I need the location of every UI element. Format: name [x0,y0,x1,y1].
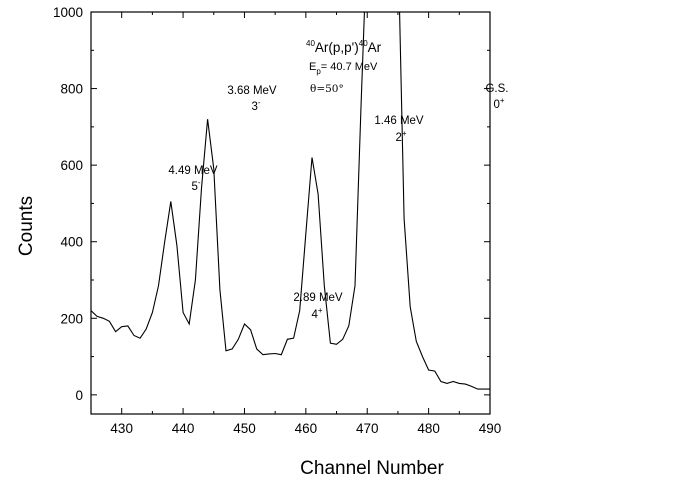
peak-label-energy: 4.49 MeV [168,165,218,177]
peak-parity: - [198,178,201,187]
peak-parity: + [402,129,407,138]
x-tick-label: 440 [172,421,195,436]
peak-spin: 3 [251,101,257,113]
peak-spin: 5 [191,181,197,193]
energy-symbol: E [309,61,316,73]
peak-label-spin: 0+ [493,96,504,111]
energy-subscript: p [316,67,321,76]
reaction-post: Ar [368,40,382,55]
peak-labels: 4.49 MeV 5- 3.68 MeV 3- 2.89 MeV 4+ 1.46… [168,83,508,321]
energy-label: Ep= 40.7 MeV [309,61,378,76]
peak-parity: + [500,96,505,105]
x-tick-label: 460 [295,421,318,436]
angle-label: θ=50° [310,83,344,95]
y-tick-label: 0 [75,388,83,403]
reaction-post-mass: 40 [359,39,368,48]
energy-value: = 40.7 MeV [321,61,378,73]
y-tick-label: 200 [60,311,83,326]
axis-ticks [90,11,491,414]
x-tick-label: 480 [417,421,440,436]
peak-parity: - [258,98,261,107]
x-axis-title: Channel Number [300,458,444,479]
peak-spin: 4 [311,309,318,321]
y-axis-title: Counts [16,196,37,256]
y-tick-label: 800 [60,82,83,97]
reaction-core: Ar(p,p') [315,40,359,55]
y-tick-label: 1000 [53,5,83,20]
peak-label-energy: 2.89 MeV [293,292,343,304]
peak-spin: 0 [493,99,499,111]
plot-frame [90,11,491,415]
peak-label-spin: 3- [251,98,260,113]
y-tick-label: 600 [60,158,83,173]
peak-spin: 2 [395,132,401,144]
peak-label-spin: 5- [191,178,200,193]
y-tick-label: 400 [60,235,83,250]
peak-label-energy: G.S. [485,83,508,95]
reaction-label: 40Ar(p,p')40Ar [306,39,382,55]
x-tick-label: 490 [479,421,502,436]
x-tick-label: 450 [233,421,256,436]
x-tick-label: 430 [110,421,133,436]
peak-label-spin: 4+ [311,306,322,321]
peak-label-energy: 3.68 MeV [227,85,277,97]
series-line [91,12,490,390]
peak-label-energy: 1.46 MeV [374,115,424,127]
peak-label-spin: 2+ [395,129,406,144]
reaction-pre-mass: 40 [306,39,315,48]
x-tick-label: 470 [356,421,379,436]
peak-parity: + [318,306,323,315]
